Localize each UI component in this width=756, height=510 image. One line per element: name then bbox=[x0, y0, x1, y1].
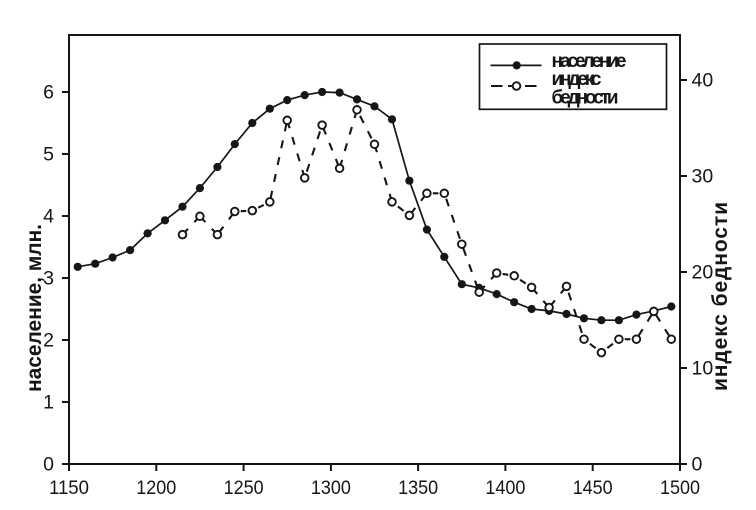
svg-text:индекс бедности: индекс бедности bbox=[709, 202, 732, 391]
svg-text:4: 4 bbox=[43, 206, 54, 228]
svg-text:20: 20 bbox=[692, 262, 714, 284]
svg-text:0: 0 bbox=[43, 454, 54, 476]
svg-text:1350: 1350 bbox=[398, 477, 438, 499]
svg-text:30: 30 bbox=[692, 166, 714, 188]
svg-text:5: 5 bbox=[43, 144, 54, 166]
svg-text:1450: 1450 bbox=[573, 477, 613, 499]
svg-text:бедности: бедности bbox=[552, 87, 619, 108]
svg-text:население, млн.: население, млн. bbox=[23, 224, 46, 392]
svg-text:2: 2 bbox=[43, 330, 54, 352]
svg-text:6: 6 bbox=[43, 82, 54, 104]
svg-text:3: 3 bbox=[43, 268, 54, 290]
svg-text:1150: 1150 bbox=[49, 477, 89, 499]
svg-text:индекс: индекс bbox=[552, 69, 602, 90]
svg-text:1300: 1300 bbox=[311, 477, 351, 499]
svg-text:1250: 1250 bbox=[224, 477, 264, 499]
svg-text:1400: 1400 bbox=[485, 477, 525, 499]
svg-text:1200: 1200 bbox=[136, 477, 176, 499]
svg-text:1500: 1500 bbox=[660, 477, 700, 499]
svg-text:население: население bbox=[552, 51, 627, 72]
svg-text:40: 40 bbox=[692, 70, 714, 92]
svg-text:0: 0 bbox=[692, 454, 703, 476]
svg-text:1: 1 bbox=[43, 392, 54, 414]
svg-text:10: 10 bbox=[692, 358, 714, 380]
